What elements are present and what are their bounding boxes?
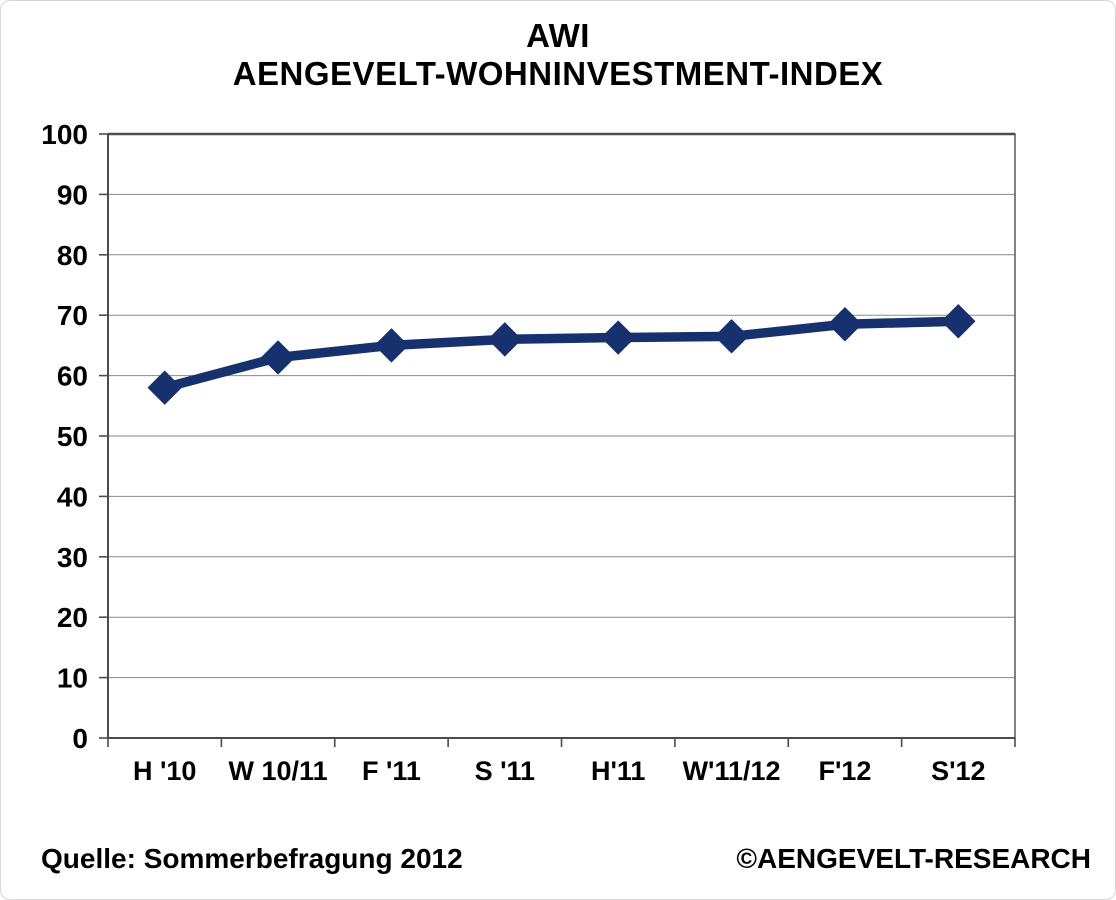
y-tick-label: 50	[57, 421, 88, 452]
data-point-marker	[600, 320, 636, 355]
x-axis-label: W'11/12	[683, 756, 781, 786]
copyright-label: ©AENGEVELT-RESEARCH	[736, 843, 1091, 874]
y-tick-label: 30	[57, 542, 88, 573]
data-point-marker	[941, 304, 976, 339]
x-axis-label: H '10	[133, 756, 196, 786]
x-axis-label: S '11	[475, 756, 535, 786]
x-axis-label: H'11	[591, 756, 645, 786]
data-point-marker	[714, 319, 749, 354]
y-tick-label: 80	[57, 240, 88, 271]
data-point-marker	[260, 340, 296, 375]
source-label: Quelle: Sommerbefragung 2012	[41, 843, 463, 874]
y-tick-label: 0	[72, 723, 88, 754]
y-tick-label: 100	[41, 119, 88, 150]
data-point-marker	[374, 328, 409, 363]
y-tick-label: 40	[57, 481, 88, 512]
x-axis-label: F'12	[818, 756, 871, 786]
series-line	[159, 316, 964, 393]
y-tick-label: 20	[57, 602, 88, 633]
x-axis-label: F '11	[362, 756, 421, 786]
data-point-marker	[147, 370, 182, 405]
y-tick-label: 90	[57, 179, 88, 210]
data-point-marker	[827, 307, 863, 342]
y-tick-label: 60	[57, 361, 88, 392]
y-tick-label: 10	[57, 663, 88, 694]
y-tick-label: 70	[57, 300, 88, 331]
chart-title-line1: AWI	[526, 17, 590, 54]
x-axis-label: S'12	[931, 756, 985, 786]
chart-title: AWI AENGEVELT-WOHNINVESTMENT-INDEX	[1, 17, 1115, 93]
chart-title-line2: AENGEVELT-WOHNINVESTMENT-INDEX	[232, 55, 884, 92]
data-point-marker	[487, 322, 523, 357]
x-axis-label: W 10/11	[229, 756, 328, 786]
